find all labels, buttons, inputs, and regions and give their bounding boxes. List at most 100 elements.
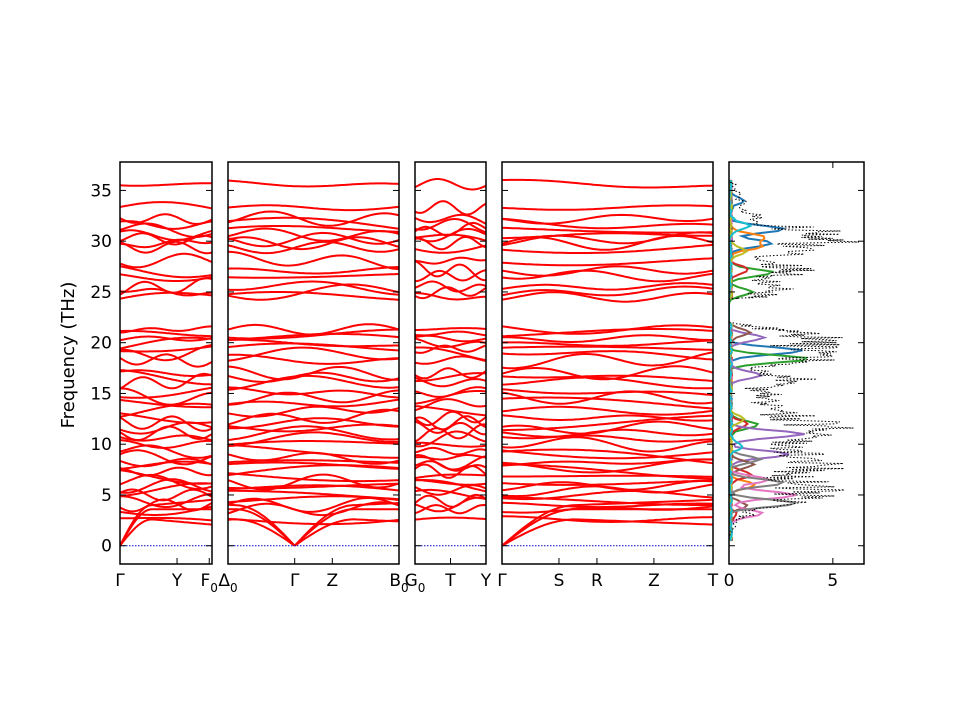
k-point-label: S xyxy=(554,571,565,591)
band-line xyxy=(502,414,713,422)
band-line xyxy=(120,492,212,509)
band-line xyxy=(228,236,399,251)
band-line xyxy=(502,448,713,465)
band-line xyxy=(228,472,399,483)
band-line xyxy=(415,178,486,191)
band-line xyxy=(228,231,399,248)
band-panel-3: G0 T Y xyxy=(405,161,492,595)
y-tick-label: 25 xyxy=(90,283,112,303)
band-line xyxy=(120,473,212,490)
band-line xyxy=(120,277,212,296)
partial-dos-curve xyxy=(729,179,753,541)
band-line xyxy=(228,425,399,441)
band-line xyxy=(228,216,399,230)
band-line xyxy=(120,439,212,449)
band-line xyxy=(228,283,399,301)
dos-curves xyxy=(729,179,860,542)
band-line xyxy=(120,386,212,399)
band-line xyxy=(415,269,486,283)
band-line xyxy=(228,179,399,188)
k-point-label: Γ xyxy=(290,571,300,591)
k-point-label: Y xyxy=(480,571,492,591)
band-line xyxy=(120,213,212,226)
band-line xyxy=(120,369,212,377)
y-tick-label: 35 xyxy=(90,181,112,201)
acoustic-band-line xyxy=(294,508,399,547)
band-line xyxy=(502,434,713,443)
k-point-label: Z xyxy=(326,571,338,591)
band-line xyxy=(502,405,713,416)
band-line xyxy=(502,436,713,453)
band-line xyxy=(120,329,212,338)
band-line xyxy=(228,240,399,255)
band-line xyxy=(502,334,713,343)
band-line xyxy=(120,201,212,210)
k-point-label: Z xyxy=(648,571,660,591)
band-line xyxy=(502,269,713,283)
band-line xyxy=(228,346,399,362)
band-line xyxy=(228,210,399,227)
band-line xyxy=(502,351,713,370)
band-line xyxy=(120,387,212,406)
band-line xyxy=(415,337,486,348)
acoustic-band-line xyxy=(502,498,713,547)
band-line xyxy=(228,489,399,501)
band-line xyxy=(228,291,399,301)
acoustic-band-line xyxy=(120,518,212,547)
band-line xyxy=(228,389,399,406)
band-lines-1 xyxy=(120,182,212,547)
band-line xyxy=(415,256,486,265)
acoustic-band-line xyxy=(293,502,399,547)
band-line xyxy=(415,200,486,216)
acoustic-band-line xyxy=(294,518,399,547)
y-tick-label: 30 xyxy=(90,232,112,252)
k-point-label: R xyxy=(591,571,603,591)
band-line xyxy=(120,229,212,242)
band-line xyxy=(228,405,399,418)
band-line xyxy=(502,458,713,467)
y-tick-label: 20 xyxy=(90,334,112,354)
band-line xyxy=(415,367,486,380)
band-line xyxy=(228,398,399,408)
band-line xyxy=(120,415,212,432)
band-line xyxy=(415,446,486,456)
band-line xyxy=(415,280,486,293)
k-point-label: G0 xyxy=(405,571,426,595)
band-line xyxy=(120,240,212,255)
k-point-label: B0 xyxy=(389,571,408,595)
band-line xyxy=(120,488,212,502)
band-line xyxy=(502,449,713,460)
band-line xyxy=(502,328,713,338)
band-line xyxy=(228,338,399,348)
band-line xyxy=(228,266,399,275)
acoustic-band-line xyxy=(502,518,713,547)
band-line xyxy=(120,449,212,466)
band-line xyxy=(502,390,713,405)
band-line xyxy=(120,182,212,187)
band-line xyxy=(415,398,486,412)
dos-x-tick-label: 0 xyxy=(724,571,735,591)
band-line xyxy=(228,365,399,381)
band-line xyxy=(502,339,713,347)
k-point-label: T xyxy=(444,571,456,591)
band-line xyxy=(228,250,399,271)
band-line xyxy=(415,386,486,398)
y-tick-label: 5 xyxy=(101,486,112,506)
dos-frame xyxy=(728,161,865,565)
band-line xyxy=(415,405,486,417)
band-line xyxy=(502,226,713,234)
band-lines-2 xyxy=(228,179,399,547)
band-line xyxy=(120,265,212,279)
band-line xyxy=(415,478,486,486)
band-line xyxy=(415,260,486,282)
band-line xyxy=(502,213,713,225)
k-point-label: Δ0 xyxy=(218,571,237,595)
band-line xyxy=(120,335,212,342)
band-line xyxy=(415,430,486,448)
band-line xyxy=(415,372,486,383)
acoustic-band-line xyxy=(120,508,212,547)
band-line xyxy=(120,252,212,269)
